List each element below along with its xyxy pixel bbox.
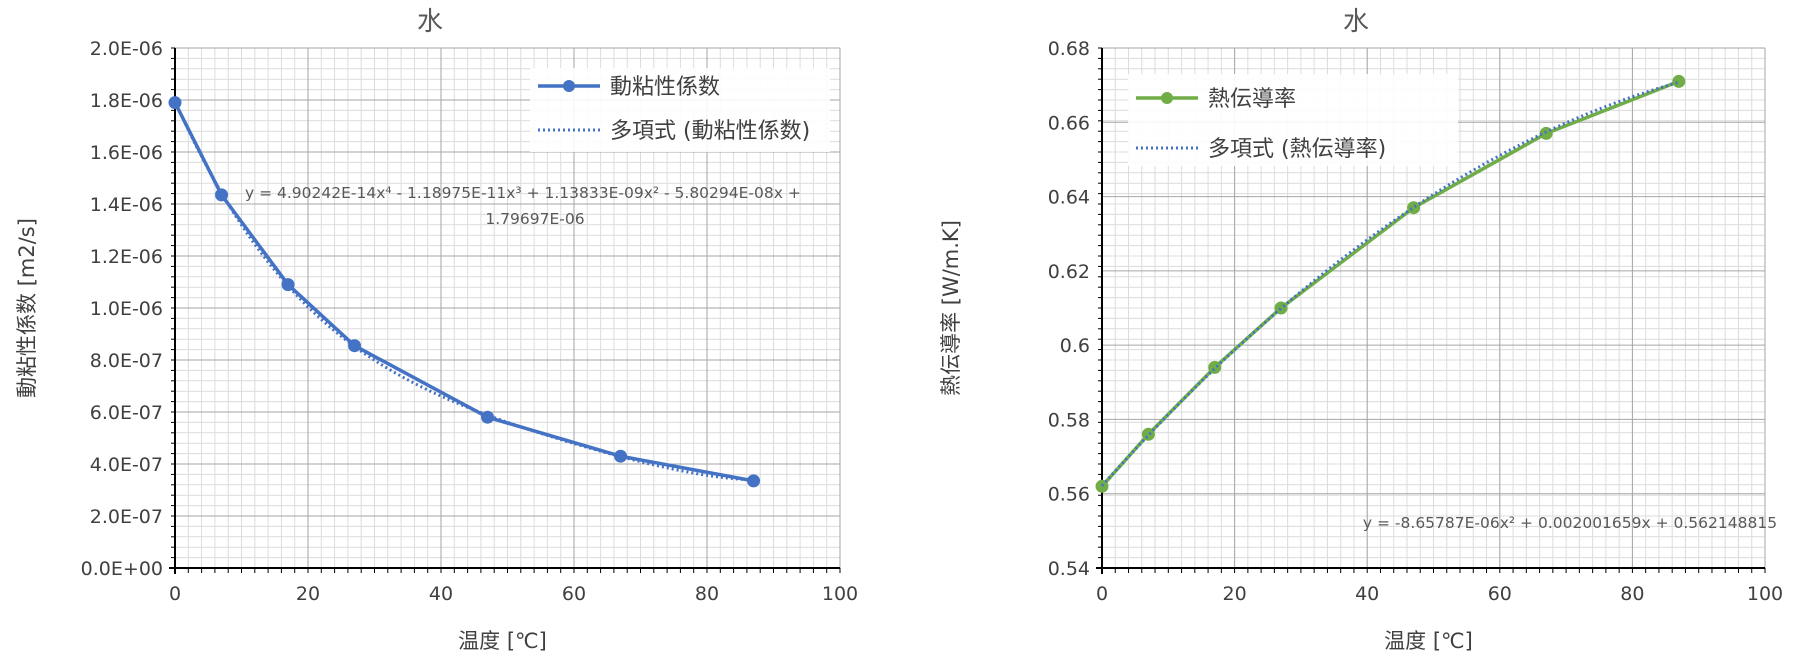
y-tick-label: 0.66 — [1048, 112, 1090, 134]
y-tick-label: 0.64 — [1048, 187, 1090, 209]
y-axis-title: 熱伝導率 [W/m.K] — [939, 220, 963, 396]
y-axis-title: 動粘性係数 [m2/s] — [15, 218, 39, 398]
legend-label: 動粘性係数 — [610, 75, 720, 100]
y-tick-label: 2.0E-07 — [90, 506, 163, 528]
chart-title: 水 — [1343, 7, 1369, 37]
legend-label: 熱伝導率 — [1208, 87, 1296, 112]
y-tick-label: 0.6 — [1060, 335, 1090, 357]
legend-swatch-marker — [1161, 92, 1173, 104]
x-tick-label: 80 — [1620, 583, 1644, 605]
data-point — [1407, 201, 1421, 215]
data-point — [481, 410, 495, 424]
trendline-equation: 1.79697E-06 — [485, 210, 584, 228]
trendline-equation: y = 4.90242E-14x⁴ - 1.18975E-11x³ + 1.13… — [245, 184, 801, 202]
trendline-2 — [1100, 80, 1680, 487]
y-tick-label: 0.0E+00 — [81, 558, 163, 580]
x-axis-title: 温度 [℃] — [458, 629, 547, 653]
y-tick-label: 2.0E-06 — [90, 38, 163, 60]
chart-title: 水 — [417, 7, 443, 37]
y-tick-label: 1.6E-06 — [90, 142, 163, 164]
x-tick-label: 60 — [562, 583, 586, 605]
data-point — [1672, 74, 1686, 88]
data-point — [1208, 360, 1222, 374]
x-tick-label: 40 — [1355, 583, 1379, 605]
y-tick-label: 0.58 — [1048, 409, 1090, 431]
data-point — [215, 188, 229, 202]
x-tick-label: 40 — [429, 583, 453, 605]
data-point — [348, 339, 362, 353]
chart-2: 0 20 40 60 80 100 0.54 0.56 0.58 0.6 0.62 0.64 0.66 0… — [939, 7, 1783, 653]
trendline-equation: y = -8.65787E-06x² + 0.002001659x + 0.56… — [1363, 514, 1777, 532]
x-tick-label: 80 — [695, 583, 719, 605]
chart-1: 0 20 40 60 80 100 0.0E+00 2.0E-07 4.0E-07 6.0E-07… — [15, 7, 858, 653]
data-point — [1095, 479, 1109, 493]
x-tick-label: 60 — [1488, 583, 1512, 605]
y-tick-label: 0.54 — [1048, 558, 1090, 580]
x-tick-label: 100 — [1747, 583, 1783, 605]
y-tick-label: 1.4E-06 — [90, 194, 163, 216]
x-tick-label: 20 — [1223, 583, 1247, 605]
legend-box — [530, 68, 830, 152]
x-tick-label: 0 — [169, 583, 181, 605]
y-tick-label: 0.62 — [1048, 261, 1090, 283]
y-tick-label: 6.0E-07 — [90, 402, 163, 424]
legend-label: 多項式 (熱伝導率) — [1208, 137, 1386, 162]
x-tick-label: 20 — [296, 583, 320, 605]
y-tick-label: 8.0E-07 — [90, 350, 163, 372]
y-tick-label: 1.8E-06 — [90, 90, 163, 112]
x-tick-label: 100 — [822, 583, 858, 605]
x-axis-title: 温度 [℃] — [1384, 629, 1473, 653]
x-tick-label: 0 — [1096, 583, 1108, 605]
data-point — [747, 474, 761, 488]
legend-swatch-marker — [563, 80, 575, 92]
y-tick-label: 1.2E-06 — [90, 246, 163, 268]
y-tick-label: 4.0E-07 — [90, 454, 163, 476]
legend-label: 多項式 (動粘性係数) — [610, 119, 810, 144]
trendline-1 — [173, 100, 754, 482]
y-tick-label: 0.56 — [1048, 484, 1090, 506]
y-tick-label: 1.0E-06 — [90, 298, 163, 320]
legend-box — [1128, 74, 1458, 166]
y-tick-label: 0.68 — [1048, 38, 1090, 60]
